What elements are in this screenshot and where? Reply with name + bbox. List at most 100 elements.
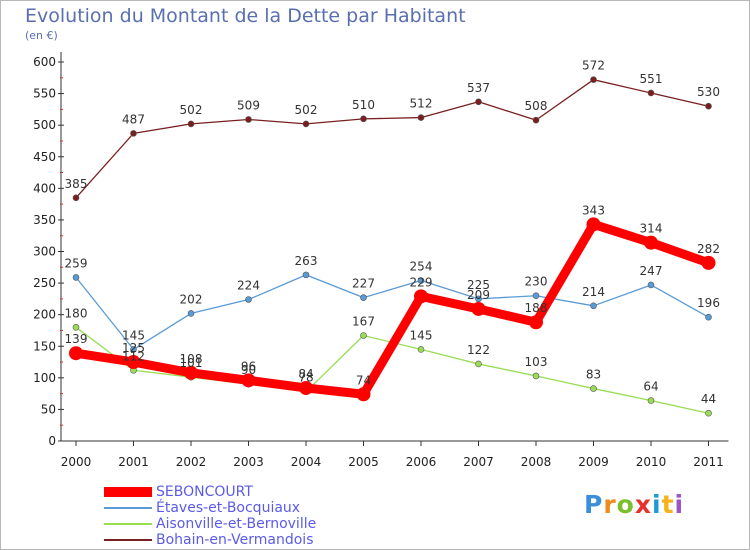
data-point xyxy=(647,89,655,97)
data-label: 343 xyxy=(582,203,605,217)
logo-letter: P xyxy=(584,490,604,519)
x-tick-label: 2001 xyxy=(118,455,149,469)
data-label: 263 xyxy=(295,254,318,268)
data-label: 572 xyxy=(582,59,605,73)
data-point xyxy=(532,292,540,300)
data-point xyxy=(72,194,80,202)
data-point xyxy=(475,360,482,368)
data-label: 83 xyxy=(586,368,601,382)
data-point xyxy=(299,380,313,395)
data-point xyxy=(417,277,425,284)
data-label: 230 xyxy=(525,275,548,289)
data-label: 537 xyxy=(467,81,490,95)
x-tick-label: 2011 xyxy=(693,455,724,469)
data-label: 167 xyxy=(352,315,375,329)
data-point xyxy=(126,355,141,370)
x-tick-label: 2005 xyxy=(348,455,379,469)
data-point xyxy=(414,289,428,304)
data-label: 74 xyxy=(356,373,371,387)
data-label: 145 xyxy=(410,328,433,342)
x-tick-label: 2002 xyxy=(176,455,207,469)
y-tick-label: 350 xyxy=(33,213,56,227)
data-point xyxy=(130,130,137,137)
data-point xyxy=(360,115,367,123)
data-point xyxy=(475,295,482,303)
y-tick-label: 400 xyxy=(33,181,56,195)
y-tick-label: 600 xyxy=(33,55,56,69)
data-label: 254 xyxy=(410,260,433,274)
data-point xyxy=(69,346,83,361)
data-label: 108 xyxy=(180,352,203,366)
logo-letter: t xyxy=(661,490,675,519)
legend-label-bohain: Bohain-en-Vermandois xyxy=(156,532,314,548)
data-label: 227 xyxy=(352,277,375,291)
y-tick-label: 50 xyxy=(41,402,56,416)
data-label: 96 xyxy=(241,359,256,373)
data-label: 139 xyxy=(65,332,88,346)
data-label: 509 xyxy=(237,98,260,112)
data-point xyxy=(701,255,716,270)
y-tick-label: 550 xyxy=(33,87,56,101)
data-point xyxy=(72,323,80,331)
data-point xyxy=(417,114,425,121)
x-tick-label: 2008 xyxy=(521,455,552,469)
data-point xyxy=(471,301,486,316)
data-label: 196 xyxy=(697,296,720,310)
y-tick-label: 450 xyxy=(33,150,56,164)
data-point xyxy=(705,102,712,110)
data-point xyxy=(184,365,198,380)
data-point xyxy=(187,310,195,317)
data-point xyxy=(705,313,712,321)
data-label: 202 xyxy=(180,292,203,306)
data-label: 84 xyxy=(298,367,313,381)
data-label: 512 xyxy=(410,97,433,111)
chart-title: Evolution du Montant de la Dette par Hab… xyxy=(25,5,466,27)
series-line-1 xyxy=(75,274,710,351)
data-label: 314 xyxy=(640,222,663,236)
legend-swatch-aisonville xyxy=(104,523,152,525)
data-point xyxy=(245,116,252,123)
data-label: 224 xyxy=(237,279,260,293)
data-label: 508 xyxy=(525,99,548,113)
data-label: 510 xyxy=(352,98,375,112)
data-label: 44 xyxy=(701,392,716,406)
y-tick-label: 0 xyxy=(48,434,56,448)
x-tick-label: 2000 xyxy=(61,455,92,469)
data-point xyxy=(586,217,601,232)
x-tick-label: 2009 xyxy=(578,455,609,469)
data-label: 112 xyxy=(122,349,145,363)
data-point xyxy=(302,120,310,128)
data-point xyxy=(647,281,655,289)
data-label: 101 xyxy=(180,356,203,370)
data-label: 214 xyxy=(582,285,605,299)
data-label: 103 xyxy=(525,355,548,369)
data-label: 259 xyxy=(65,256,88,270)
data-point xyxy=(705,409,712,417)
y-tick-label: 300 xyxy=(33,245,56,259)
logo-letter: r xyxy=(603,490,617,519)
data-label: 530 xyxy=(697,85,720,99)
logo-letter: i xyxy=(652,490,662,519)
data-point xyxy=(532,372,540,380)
data-label: 209 xyxy=(467,288,490,302)
data-label: 551 xyxy=(640,72,663,86)
data-label: 64 xyxy=(643,380,658,394)
y-tick-label: 200 xyxy=(33,308,56,322)
legend-swatch-bohain xyxy=(104,539,152,541)
data-label: 145 xyxy=(122,328,145,342)
series-line-0 xyxy=(71,219,713,399)
data-point xyxy=(245,296,252,303)
y-tick-label: 150 xyxy=(33,339,56,353)
x-tick-label: 2007 xyxy=(463,455,494,469)
proxiti-logo: Proxiti xyxy=(584,490,684,519)
data-label: 502 xyxy=(295,103,318,117)
data-label: 188 xyxy=(525,301,548,315)
data-point xyxy=(532,116,540,124)
data-point xyxy=(590,302,597,310)
data-point xyxy=(475,98,482,106)
x-tick-label: 2003 xyxy=(233,455,264,469)
data-label: 247 xyxy=(640,264,663,278)
data-point xyxy=(590,76,597,83)
data-point xyxy=(360,294,367,301)
